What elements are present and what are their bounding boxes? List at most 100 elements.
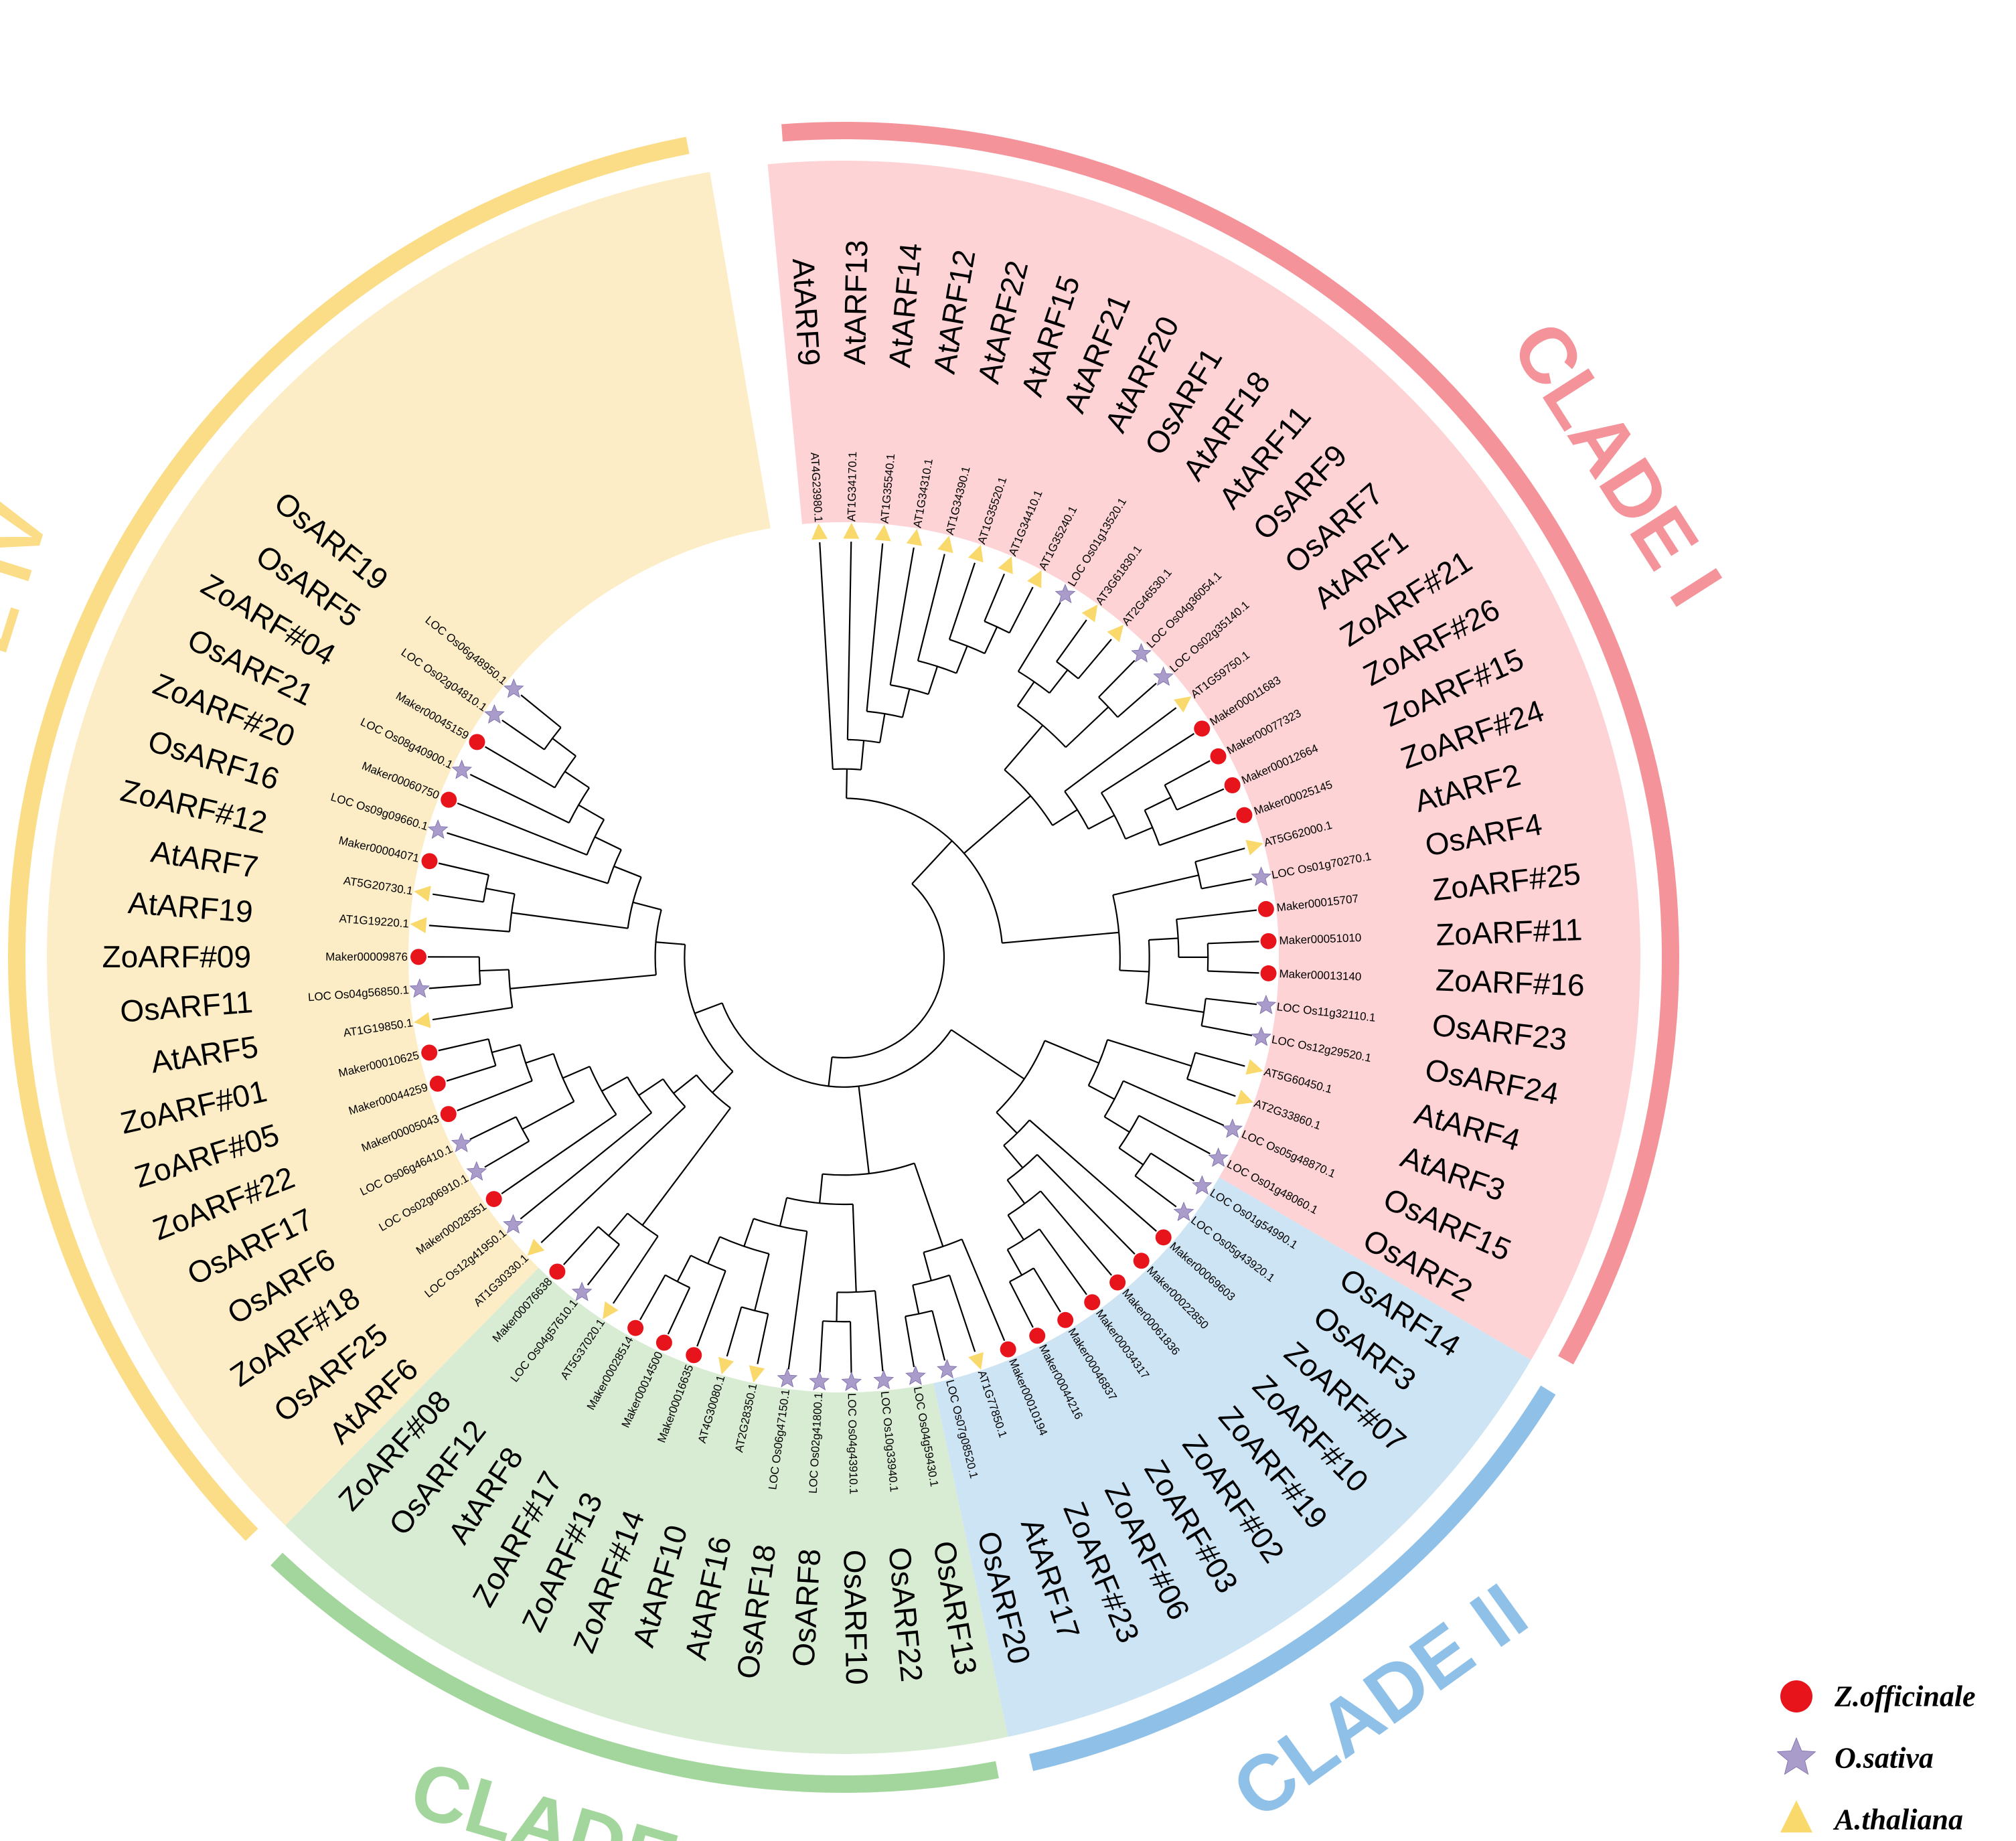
- branch-line: [522, 1101, 574, 1130]
- branch-line: [757, 1313, 769, 1364]
- branch-line: [963, 795, 1031, 854]
- branch-line: [1146, 1002, 1205, 1014]
- branch-arc: [719, 1236, 769, 1255]
- branch-line: [849, 1322, 852, 1373]
- branch-line: [846, 542, 852, 740]
- species-marker: [627, 1319, 644, 1336]
- branch-arc: [690, 1255, 726, 1272]
- species-marker: [503, 1214, 524, 1234]
- species-marker: [1000, 1341, 1016, 1358]
- species-marker: [1109, 1274, 1126, 1291]
- clade-wedge: [933, 1177, 1531, 1737]
- branch-line: [520, 1112, 652, 1220]
- branch-line: [1044, 1040, 1099, 1064]
- branch-arc: [832, 768, 862, 771]
- branch-line: [1148, 937, 1178, 941]
- species-marker: [503, 678, 524, 698]
- species-marker: [451, 1133, 472, 1153]
- branch-arc: [627, 1076, 653, 1113]
- branch-arc: [1112, 894, 1121, 971]
- species-marker: [441, 791, 457, 808]
- branch-line: [433, 893, 484, 903]
- species-markers: [409, 522, 1277, 1391]
- species-marker: [686, 1347, 702, 1364]
- branch-line: [923, 1252, 932, 1281]
- branch-line: [1144, 797, 1172, 811]
- branch-line: [1176, 909, 1257, 920]
- branch-line: [1007, 1214, 1024, 1240]
- branch-arc: [905, 1309, 933, 1317]
- tip-label: LOC Os04g43910.1: [846, 1393, 860, 1495]
- branch-line: [469, 1116, 517, 1140]
- branch-line: [1032, 1267, 1061, 1313]
- legend-label: A.thaliana: [1833, 1804, 1963, 1836]
- tip-label: Maker00013140: [1279, 967, 1362, 983]
- branch-line: [594, 836, 622, 851]
- branch-line: [1016, 681, 1035, 707]
- legend-label: Z.officinale: [1834, 1680, 1976, 1713]
- branch-line: [484, 746, 556, 789]
- branch-line: [501, 719, 545, 750]
- clade-background-wedges: [46, 161, 1641, 1754]
- branch-arc: [568, 787, 590, 823]
- branch-arc: [696, 1074, 731, 1109]
- species-marker: [1081, 605, 1098, 623]
- branch-line: [1119, 969, 1150, 973]
- gene-name: ZoARF#11: [1435, 912, 1583, 952]
- branch-line: [429, 983, 481, 989]
- branch-line: [1056, 619, 1087, 662]
- branch-line: [655, 941, 686, 945]
- branch-line: [1077, 639, 1112, 679]
- branch-line: [511, 912, 628, 929]
- branch-line: [601, 1076, 628, 1092]
- branch-line: [676, 1255, 692, 1282]
- branch-arc: [1004, 769, 1053, 826]
- species-marker: [718, 1356, 734, 1375]
- branch-arc: [837, 1290, 876, 1293]
- branch-arc: [654, 909, 662, 975]
- branch-line: [694, 1002, 722, 1014]
- branch-line: [432, 1006, 513, 1021]
- branch-arc: [832, 883, 945, 1059]
- branch-line: [1103, 1116, 1130, 1133]
- branch-line: [1186, 1078, 1236, 1097]
- branch-line: [613, 866, 642, 878]
- branch-line: [479, 969, 509, 972]
- branch-line: [1207, 941, 1259, 945]
- branch-line: [438, 862, 489, 876]
- branch-line: [949, 1275, 976, 1352]
- branch-line: [510, 974, 656, 989]
- species-marker: [603, 1301, 619, 1319]
- species-marker: [571, 1281, 593, 1301]
- species-marker: [1260, 965, 1277, 981]
- branch-line: [911, 840, 953, 884]
- branch-line: [1040, 1190, 1112, 1276]
- species-marker: [811, 523, 828, 540]
- branch-line: [587, 1244, 620, 1286]
- branch-line: [866, 543, 884, 712]
- species-marker: [414, 886, 431, 902]
- branch-line: [779, 1197, 788, 1226]
- species-marker: [451, 759, 473, 779]
- species-marker: [906, 528, 923, 546]
- branch-line: [638, 1078, 664, 1097]
- branch-arc: [822, 1320, 851, 1323]
- branch-line: [913, 1163, 944, 1247]
- species-marker: [1235, 1089, 1254, 1105]
- species-marker: [1153, 666, 1174, 686]
- branch-arc: [597, 1226, 620, 1245]
- species-marker: [1155, 1229, 1172, 1246]
- branch-line: [564, 771, 590, 789]
- branch-line: [787, 1231, 808, 1370]
- branch-line: [712, 1070, 734, 1093]
- species-marker: [1245, 1059, 1263, 1075]
- branch-line: [901, 688, 911, 718]
- branch-line: [1107, 1039, 1192, 1067]
- branch-line: [726, 1307, 743, 1357]
- species-marker: [421, 853, 438, 870]
- clade-arc: [270, 1552, 999, 1793]
- species-marker: [1251, 866, 1271, 886]
- branch-line: [1134, 1175, 1177, 1208]
- tip-label: Maker00051010: [1279, 931, 1362, 947]
- species-marker: [874, 524, 891, 542]
